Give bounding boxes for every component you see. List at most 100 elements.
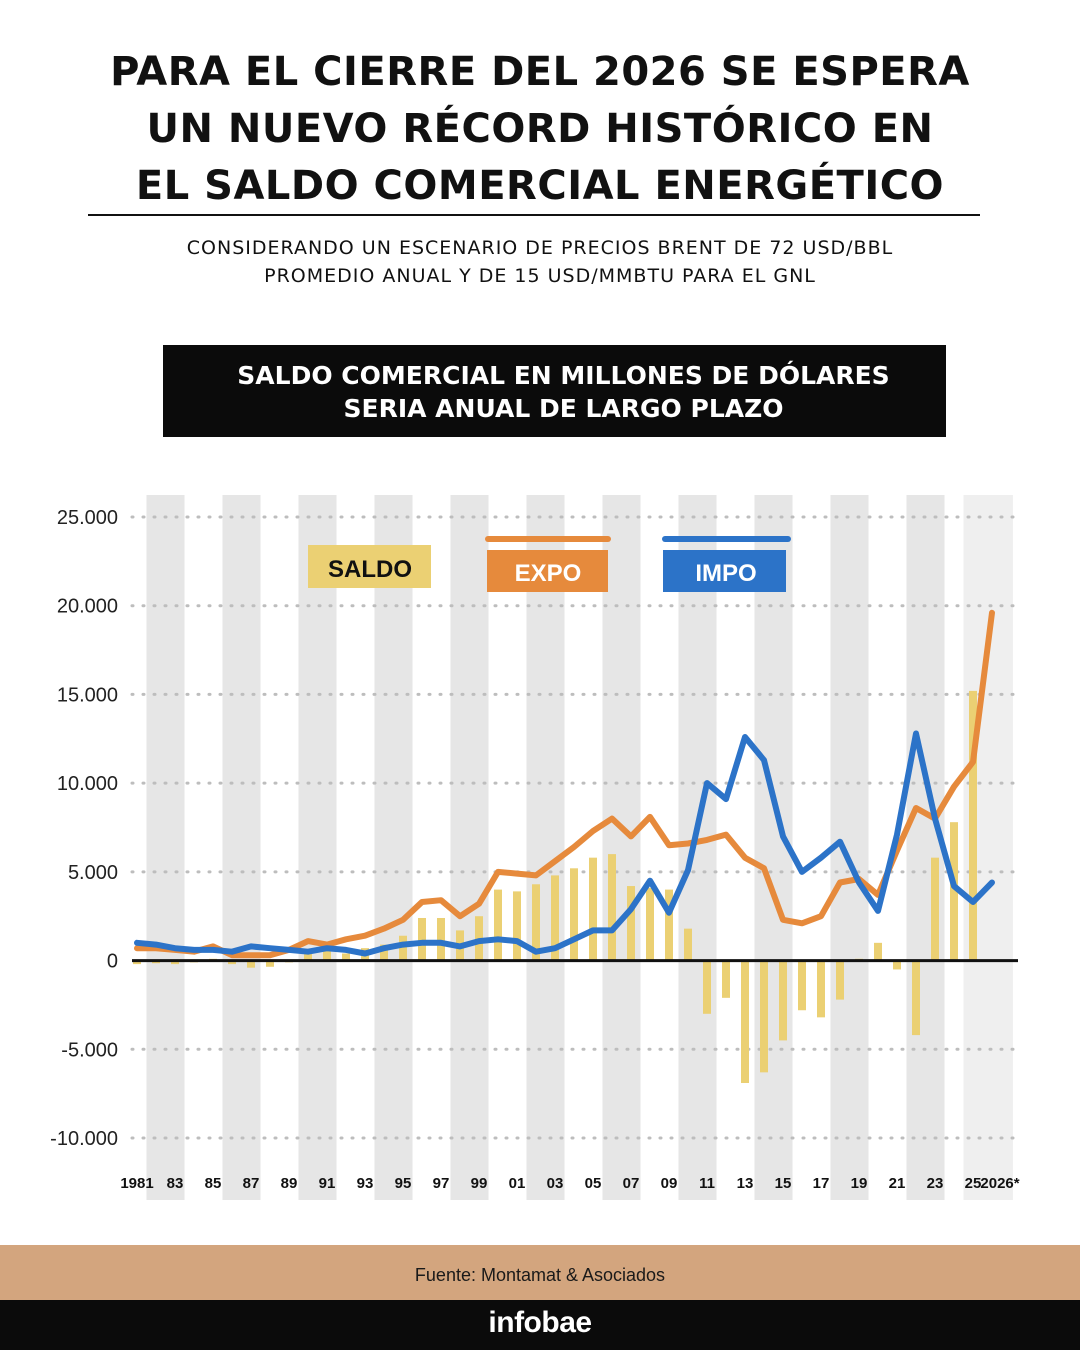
x-tick-label: 21 xyxy=(889,1175,906,1192)
x-tick-label: 89 xyxy=(281,1175,298,1192)
legend-expo-swatch xyxy=(487,550,608,592)
y-tick-label: 15.000 xyxy=(57,684,118,706)
saldo-bar xyxy=(532,884,540,961)
saldo-bar xyxy=(969,690,977,961)
background-band xyxy=(602,495,641,1200)
x-tick-label: 03 xyxy=(547,1175,564,1192)
y-tick-label: 20.000 xyxy=(57,596,118,618)
x-tick-label: 09 xyxy=(661,1175,678,1192)
x-tick-label: 07 xyxy=(623,1175,640,1192)
saldo-bar xyxy=(836,960,844,1000)
saldo-bar xyxy=(551,875,559,961)
saldo-bar xyxy=(893,960,901,970)
title-line-1: PARA EL CIERRE DEL 2026 SE ESPERA xyxy=(110,49,970,95)
subtitle-line-2: PROMEDIO ANUAL Y DE 15 USD/MMBTU PARA EL… xyxy=(264,265,816,287)
background-band xyxy=(146,495,185,1200)
y-tick-label: -5.000 xyxy=(61,1039,118,1061)
saldo-bar xyxy=(437,917,445,961)
saldo-bar xyxy=(171,960,179,965)
legend-saldo-swatch xyxy=(308,545,431,588)
saldo-bar xyxy=(342,953,350,961)
saldo-bar xyxy=(589,857,597,961)
saldo-bar xyxy=(247,960,255,968)
infobae-logo: infobae xyxy=(0,1300,1080,1350)
background-band xyxy=(222,495,261,1200)
y-tick-label: 5.000 xyxy=(68,862,118,884)
saldo-bar xyxy=(912,960,920,1036)
impo-line xyxy=(134,730,995,957)
page-title: PARA EL CIERRE DEL 2026 SE ESPERA UN NUE… xyxy=(30,44,1050,215)
x-tick-label: 85 xyxy=(205,1175,222,1192)
expo-line xyxy=(134,609,995,959)
legend-impo-swatch xyxy=(663,550,786,592)
saldo-bar xyxy=(608,854,616,961)
background-band xyxy=(450,495,489,1200)
saldo-bar xyxy=(570,868,578,961)
saldo-bar xyxy=(817,960,825,1018)
saldo-bar xyxy=(665,889,673,961)
title-line-2: UN NUEVO RÉCORD HISTÓRICO EN xyxy=(146,106,934,152)
x-tick-label: 17 xyxy=(813,1175,830,1192)
x-tick-label: 87 xyxy=(243,1175,260,1192)
saldo-bar xyxy=(703,960,711,1014)
x-tick-label: 13 xyxy=(737,1175,754,1192)
legend-expo-label: EXPO xyxy=(515,560,582,587)
saldo-bar xyxy=(931,857,939,961)
x-tick-label: 91 xyxy=(319,1175,336,1192)
x-tick-label: 95 xyxy=(395,1175,412,1192)
saldo-bar xyxy=(779,960,787,1041)
saldo-bar xyxy=(399,935,407,961)
y-tick-label: 0 xyxy=(107,951,118,973)
saldo-bar xyxy=(646,887,654,961)
y-tick-label: 25.000 xyxy=(57,507,118,529)
x-tick-label: 93 xyxy=(357,1175,374,1192)
x-tick-label: 19 xyxy=(851,1175,868,1192)
x-tick-label: 99 xyxy=(471,1175,488,1192)
saldo-bar xyxy=(722,960,730,998)
background-band xyxy=(906,495,945,1200)
saldo-bar xyxy=(323,949,331,961)
x-tick-label: 2026* xyxy=(980,1175,1019,1192)
saldo-bar xyxy=(228,960,236,965)
x-tick-label: 15 xyxy=(775,1175,792,1192)
x-tick-label: 23 xyxy=(927,1175,944,1192)
background-band xyxy=(526,495,565,1200)
saldo-bar xyxy=(741,960,749,1083)
saldo-bar xyxy=(380,944,388,961)
saldo-bar xyxy=(513,891,521,961)
background-band xyxy=(374,495,413,1200)
saldo-bar xyxy=(304,953,312,961)
trade-balance-chart: -10.000 -5.000 0 5.000 10.000 15.000 20.000 25.… xyxy=(50,495,1022,1200)
chart-header-box: SALDO COMERCIAL EN MILLONES DE DÓLARES S… xyxy=(163,345,946,437)
title-underline xyxy=(88,214,980,216)
x-tick-label: 01 xyxy=(509,1175,526,1192)
title-line-3: EL SALDO COMERCIAL ENERGÉTICO xyxy=(135,163,945,209)
source-note: Fuente: Montamat & Asociados xyxy=(0,1245,1080,1300)
saldo-bar xyxy=(950,822,958,961)
saldo-bar xyxy=(266,960,274,967)
saldo-bar xyxy=(760,960,768,1073)
x-tick-label: 83 xyxy=(167,1175,184,1192)
y-tick-label: -10.000 xyxy=(50,1128,118,1150)
x-tick-label: 05 xyxy=(585,1175,602,1192)
chart-header-line-1: SALDO COMERCIAL EN MILLONES DE DÓLARES xyxy=(237,361,890,390)
legend-impo-label: IMPO xyxy=(695,560,756,587)
background-band xyxy=(298,495,337,1200)
saldo-bar xyxy=(418,917,426,961)
saldo-bar xyxy=(798,960,806,1011)
y-tick-label: 10.000 xyxy=(57,773,118,795)
legend-saldo-label: SALDO xyxy=(328,556,412,583)
chart-header-line-2: SERIA ANUAL DE LARGO PLAZO xyxy=(343,394,784,423)
x-tick-label: 25 xyxy=(965,1175,982,1192)
x-tick-label: 1981 xyxy=(120,1175,153,1192)
saldo-bar xyxy=(494,889,502,961)
saldo-bar xyxy=(684,928,692,961)
x-tick-label: 11 xyxy=(699,1175,715,1192)
saldo-bar xyxy=(627,886,635,961)
saldo-bar xyxy=(874,942,882,961)
subtitle: CONSIDERANDO UN ESCENARIO DE PRECIOS BRE… xyxy=(60,234,1020,290)
x-tick-label: 97 xyxy=(433,1175,450,1192)
background-band xyxy=(678,495,717,1200)
saldo-bar xyxy=(133,960,141,965)
subtitle-line-1: CONSIDERANDO UN ESCENARIO DE PRECIOS BRE… xyxy=(186,237,894,259)
